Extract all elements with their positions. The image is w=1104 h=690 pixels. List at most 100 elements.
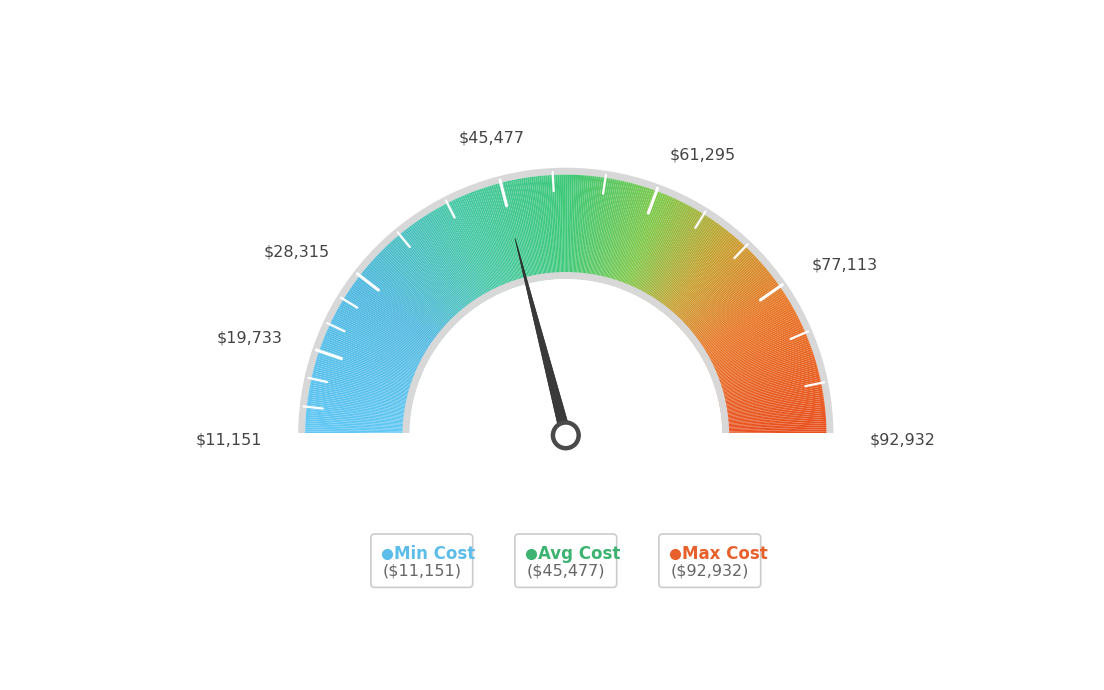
Wedge shape <box>314 366 415 395</box>
Wedge shape <box>675 248 749 324</box>
Text: Max Cost: Max Cost <box>682 545 767 563</box>
Wedge shape <box>613 187 646 286</box>
Wedge shape <box>471 192 510 290</box>
Wedge shape <box>481 188 517 287</box>
Text: Min Cost: Min Cost <box>394 545 475 563</box>
Wedge shape <box>705 317 799 366</box>
Wedge shape <box>306 423 410 429</box>
Wedge shape <box>692 282 778 344</box>
Wedge shape <box>681 258 758 330</box>
Wedge shape <box>555 175 561 279</box>
Wedge shape <box>659 226 722 310</box>
Wedge shape <box>538 176 550 280</box>
Wedge shape <box>507 181 532 283</box>
Wedge shape <box>585 177 601 280</box>
Wedge shape <box>672 246 745 322</box>
Wedge shape <box>714 355 815 388</box>
Wedge shape <box>318 353 417 387</box>
Wedge shape <box>718 371 819 397</box>
Wedge shape <box>367 266 447 335</box>
Wedge shape <box>360 274 443 339</box>
FancyBboxPatch shape <box>659 534 761 587</box>
Wedge shape <box>407 227 471 311</box>
Wedge shape <box>316 361 416 392</box>
Wedge shape <box>305 427 410 432</box>
Wedge shape <box>634 200 680 295</box>
Wedge shape <box>709 328 804 372</box>
Wedge shape <box>307 406 411 420</box>
Wedge shape <box>681 260 760 331</box>
Wedge shape <box>476 190 513 288</box>
Wedge shape <box>722 433 827 435</box>
Wedge shape <box>396 236 465 317</box>
Wedge shape <box>421 217 480 305</box>
Text: $92,932: $92,932 <box>870 433 936 448</box>
Wedge shape <box>677 253 753 326</box>
Circle shape <box>556 426 575 445</box>
Wedge shape <box>424 215 482 304</box>
Wedge shape <box>630 198 675 293</box>
Wedge shape <box>354 280 440 344</box>
Wedge shape <box>393 239 464 318</box>
Wedge shape <box>306 411 410 422</box>
Wedge shape <box>306 419 410 426</box>
Wedge shape <box>523 178 541 281</box>
Wedge shape <box>491 185 522 286</box>
Wedge shape <box>457 198 501 293</box>
Wedge shape <box>317 357 416 389</box>
Wedge shape <box>574 175 582 279</box>
Wedge shape <box>358 277 442 342</box>
Wedge shape <box>718 373 819 399</box>
Wedge shape <box>399 235 466 315</box>
Wedge shape <box>669 240 740 319</box>
Wedge shape <box>617 189 654 288</box>
Wedge shape <box>716 366 818 395</box>
Wedge shape <box>679 255 756 328</box>
Wedge shape <box>499 183 527 284</box>
Wedge shape <box>599 181 625 283</box>
Wedge shape <box>598 181 623 283</box>
Wedge shape <box>666 235 733 315</box>
Wedge shape <box>720 388 822 408</box>
Text: ($45,477): ($45,477) <box>527 563 605 578</box>
Wedge shape <box>352 284 438 346</box>
Wedge shape <box>369 263 448 333</box>
Wedge shape <box>703 312 796 362</box>
Wedge shape <box>410 226 473 310</box>
Wedge shape <box>711 337 808 377</box>
Wedge shape <box>648 213 703 303</box>
Wedge shape <box>720 395 824 412</box>
Wedge shape <box>686 268 766 335</box>
Wedge shape <box>636 202 684 296</box>
Wedge shape <box>722 429 827 433</box>
Wedge shape <box>684 266 765 335</box>
Wedge shape <box>511 180 534 282</box>
Wedge shape <box>715 359 816 391</box>
Wedge shape <box>452 200 498 295</box>
Wedge shape <box>590 177 606 281</box>
Wedge shape <box>484 188 518 287</box>
Wedge shape <box>391 241 461 319</box>
Wedge shape <box>351 286 438 346</box>
Wedge shape <box>361 273 444 339</box>
Wedge shape <box>581 176 593 279</box>
Wedge shape <box>468 193 508 290</box>
Wedge shape <box>683 263 763 333</box>
Text: $19,733: $19,733 <box>216 331 283 346</box>
Wedge shape <box>335 313 427 363</box>
Wedge shape <box>307 399 411 415</box>
Wedge shape <box>497 184 526 284</box>
Wedge shape <box>509 181 533 283</box>
Wedge shape <box>322 339 421 379</box>
Wedge shape <box>330 322 425 368</box>
Text: $77,113: $77,113 <box>811 257 878 272</box>
Circle shape <box>551 421 581 450</box>
Wedge shape <box>400 233 467 315</box>
Wedge shape <box>657 224 719 309</box>
Wedge shape <box>592 178 611 282</box>
Wedge shape <box>691 279 775 342</box>
Text: ($92,932): ($92,932) <box>670 563 749 578</box>
Wedge shape <box>343 297 433 353</box>
Wedge shape <box>325 334 422 375</box>
Wedge shape <box>305 433 410 435</box>
